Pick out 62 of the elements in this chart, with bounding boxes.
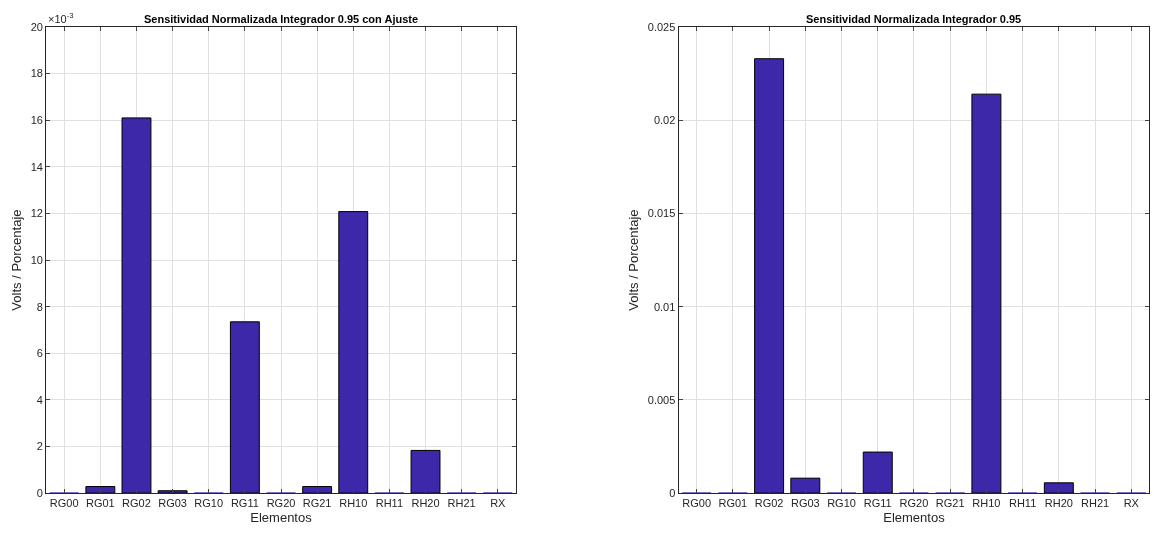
x-tick-label: RG03 (790, 497, 820, 510)
x-tick-label: RG21 (935, 497, 965, 510)
x-tick-label: RG02 (754, 497, 784, 510)
y-tick-label: 0.02 (653, 114, 676, 127)
x-tick-label: RX (1123, 497, 1140, 510)
bar (971, 93, 1002, 494)
y-tick-label: 2 (36, 440, 43, 453)
x-tick-label: RG11 (230, 497, 259, 510)
bar (410, 449, 441, 494)
y-tick-label: 0 (669, 486, 676, 499)
bar (121, 117, 152, 494)
y-tick-label: 0.01 (653, 300, 676, 313)
bar (1043, 482, 1074, 494)
bar (754, 58, 785, 494)
y-tick-label: 6 (36, 347, 43, 360)
x-tick-label: RG20 (899, 497, 929, 510)
x-tick-label: RG11 (863, 497, 892, 510)
y-tick-label: 0.005 (647, 393, 676, 406)
x-tick-label: RG03 (158, 497, 187, 510)
x-axis-title: Elementos (250, 509, 313, 525)
bar (229, 321, 260, 494)
x-tick-label: RG01 (85, 497, 115, 510)
bar (790, 477, 821, 494)
y-axis-title: Volts / Porcentaje (625, 209, 641, 311)
x-tick-label: RG21 (302, 497, 332, 510)
text: ×10$^{-3}$ (48, 11, 74, 25)
y-axis-title: Volts / Porcentaje (8, 209, 24, 311)
x-tick-label: RG00 (49, 497, 79, 510)
x-tick-label: RH20 (1044, 497, 1073, 510)
x-axis-title: Elementos (883, 509, 946, 525)
y-tick-label: 12 (30, 207, 43, 220)
bar (157, 490, 188, 494)
x-tick-label: RG10 (194, 497, 224, 510)
x-tick-label: RH10 (972, 497, 1001, 510)
bar (862, 451, 893, 494)
y-tick-label: 20 (30, 20, 43, 33)
x-tick-label: RG01 (718, 497, 748, 510)
x-tick-label: RH11 (375, 497, 404, 510)
y-tick-label: 0.015 (647, 207, 676, 220)
y-tick-label: 4 (36, 393, 43, 406)
x-tick-label: RX (490, 497, 507, 510)
bar (85, 486, 116, 494)
y-tick-label: 10 (30, 253, 43, 266)
x-tick-label: RH21 (447, 497, 476, 510)
y-tick-label: 16 (30, 114, 43, 127)
x-tick-label: RG10 (827, 497, 856, 510)
y-tick-label: 18 (30, 67, 43, 80)
x-tick-label: RH10 (339, 497, 368, 510)
x-tick-label: RH21 (1081, 497, 1110, 510)
y-tick-label: 8 (36, 300, 43, 313)
bar (338, 211, 369, 494)
x-tick-label: RG00 (682, 497, 712, 510)
y-tick-label: 14 (30, 160, 43, 173)
chart-title: Sensitividad Normalizada Integrador 0.95 (806, 13, 1022, 25)
y-tick-label: 0 (36, 486, 43, 499)
y-tick-label: 0.025 (647, 20, 676, 33)
x-tick-label: RH11 (1008, 497, 1037, 510)
x-tick-label: RG20 (266, 497, 296, 510)
chart-title: Sensitividad Normalizada Integrador 0.95 con Ajuste (144, 13, 419, 25)
x-tick-label: RH20 (411, 497, 440, 510)
x-tick-label: RG02 (122, 497, 151, 510)
bar (302, 486, 333, 494)
